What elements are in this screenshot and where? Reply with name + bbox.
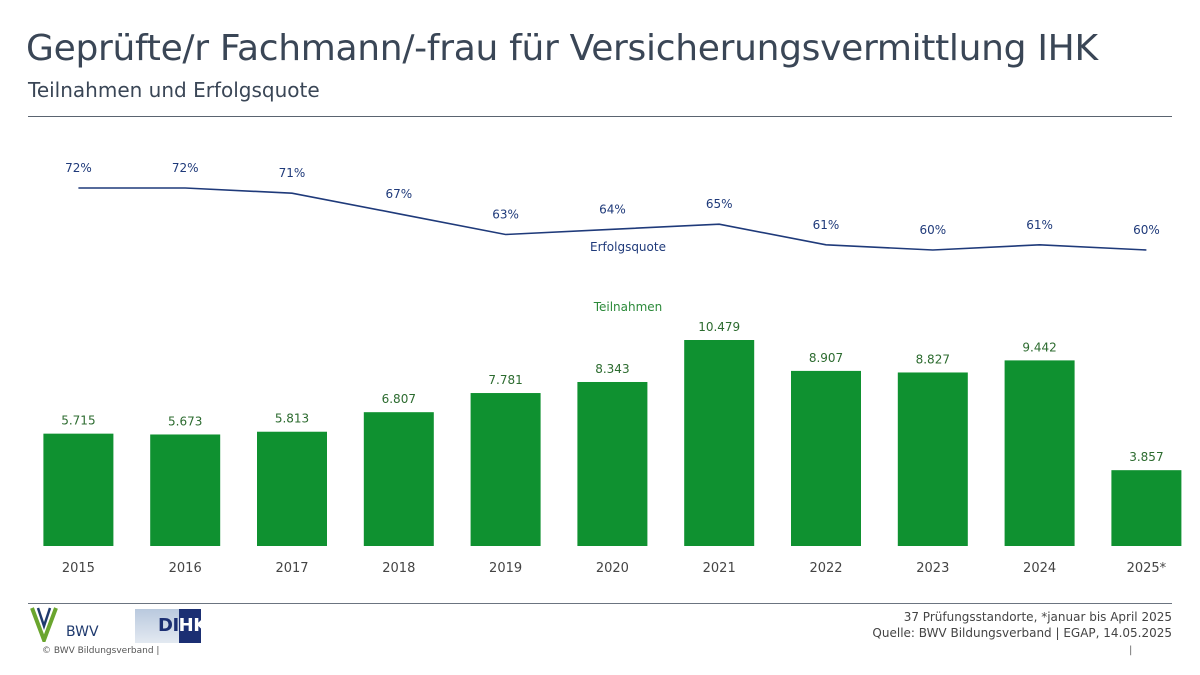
line-label-9: 61%	[1026, 218, 1053, 232]
bar-5	[577, 381, 648, 546]
series-name-teilnahmen: Teilnahmen	[593, 300, 663, 314]
line-label-10: 60%	[1133, 223, 1160, 237]
dihk-logo-text-right: HK	[178, 615, 208, 636]
dihk-logo-text-left: DI	[158, 615, 179, 636]
bottom-divider	[28, 603, 1172, 604]
bar-7	[791, 370, 861, 546]
x-tick-9: 2024	[1023, 561, 1056, 576]
top-divider	[28, 116, 1172, 117]
x-tick-1: 2016	[169, 561, 202, 576]
bar-label-5: 8.343	[595, 362, 629, 376]
bar-2	[257, 431, 327, 546]
bar-label-7: 8.907	[809, 351, 843, 365]
x-tick-10: 2025*	[1127, 561, 1167, 576]
bwv-logo	[30, 607, 58, 642]
line-label-3: 67%	[385, 187, 412, 201]
line-label-8: 60%	[919, 223, 946, 237]
bar-3	[363, 412, 434, 546]
x-tick-4: 2019	[489, 561, 522, 576]
bar-label-2: 5.813	[275, 412, 309, 426]
dihk-logo-text: DIHK	[158, 615, 207, 636]
bar-label-3: 6.807	[382, 392, 416, 406]
dihk-logo: DIHK	[135, 609, 207, 643]
line-label-6: 65%	[706, 197, 733, 211]
bar-8	[897, 372, 968, 546]
bar-label-1: 5.673	[168, 414, 202, 428]
line-label-5: 64%	[599, 202, 626, 216]
line-label-4: 63%	[492, 208, 519, 222]
bar-4	[470, 393, 541, 546]
page-title: Geprüfte/r Fachmann/-frau für Versicheru…	[26, 28, 1098, 69]
bar-9	[1004, 360, 1075, 546]
bar-label-4: 7.781	[488, 373, 522, 387]
bar-label-9: 9.442	[1022, 340, 1056, 354]
line-label-2: 71%	[279, 166, 306, 180]
bar-label-6: 10.479	[698, 320, 740, 334]
x-tick-7: 2022	[809, 561, 842, 576]
bar-10	[1111, 470, 1182, 546]
bar-label-0: 5.715	[61, 414, 95, 428]
footnote-source: Quelle: BWV Bildungsverband | EGAP, 14.0…	[872, 626, 1172, 640]
dihk-logo-block	[179, 609, 201, 643]
page-subtitle: Teilnahmen und Erfolgsquote	[28, 78, 320, 102]
bar-label-10: 3.857	[1129, 450, 1163, 464]
x-tick-8: 2023	[916, 561, 949, 576]
chart: 5.715 2015 5.673 2016 5.813 2017 6.807 2018 7.78…	[43, 161, 1182, 576]
x-tick-5: 2020	[596, 561, 629, 576]
bar-0	[43, 433, 114, 546]
copyright: © BWV Bildungsverband |	[42, 646, 160, 656]
bwv-logo-text: BWV	[66, 624, 99, 640]
x-tick-0: 2015	[62, 561, 95, 576]
series-name-erfolgsquote: Erfolgsquote	[590, 240, 666, 254]
x-tick-6: 2021	[703, 561, 736, 576]
line-erfolgsquote	[78, 187, 1147, 251]
bar-label-8: 8.827	[916, 352, 950, 366]
bar-1	[150, 434, 221, 546]
page-separator: |	[1129, 645, 1133, 656]
x-tick-2: 2017	[275, 561, 308, 576]
x-tick-3: 2018	[382, 561, 415, 576]
line-label-0: 72%	[65, 161, 92, 175]
bar-6	[684, 340, 755, 546]
line-label-1: 72%	[172, 161, 199, 175]
line-label-7: 61%	[813, 218, 840, 232]
footnote-locations: 37 Prüfungsstandorte, *januar bis April …	[903, 610, 1172, 624]
